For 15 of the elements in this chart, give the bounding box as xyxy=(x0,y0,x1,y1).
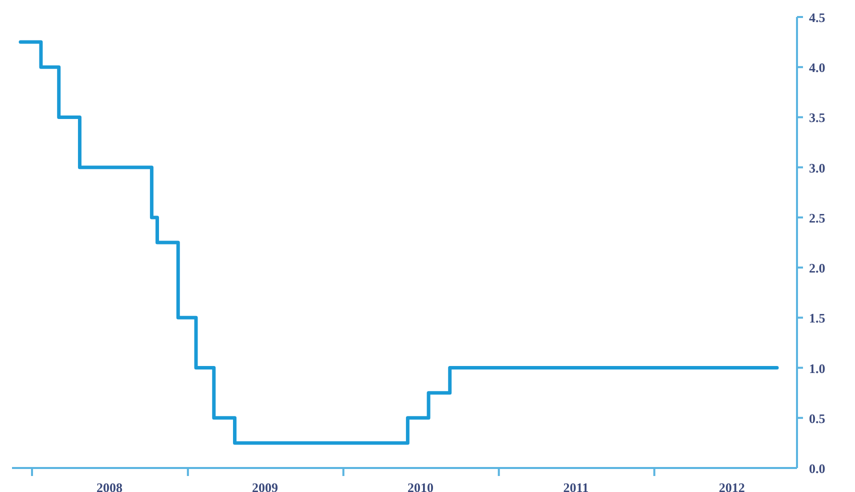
y-tick-label: 4.5 xyxy=(809,10,826,25)
x-tick-label: 2011 xyxy=(563,480,589,492)
y-tick-label: 0.0 xyxy=(809,461,826,476)
x-tick-label: 2010 xyxy=(407,480,434,492)
y-tick-label: 2.0 xyxy=(809,260,826,276)
y-tick-label: 1.0 xyxy=(809,360,826,376)
y-tick-label: 3.0 xyxy=(809,160,826,176)
y-tick-label: 4.0 xyxy=(809,60,826,76)
x-tick-label: 2009 xyxy=(252,480,279,492)
x-tick-label: 2012 xyxy=(718,480,745,492)
y-tick-label: 3.5 xyxy=(809,110,826,126)
x-tick-label: 2008 xyxy=(96,480,124,492)
y-tick-label: 0.5 xyxy=(809,410,826,426)
y-tick-label: 2.5 xyxy=(809,210,826,226)
y-tick-label: 1.5 xyxy=(809,310,826,326)
